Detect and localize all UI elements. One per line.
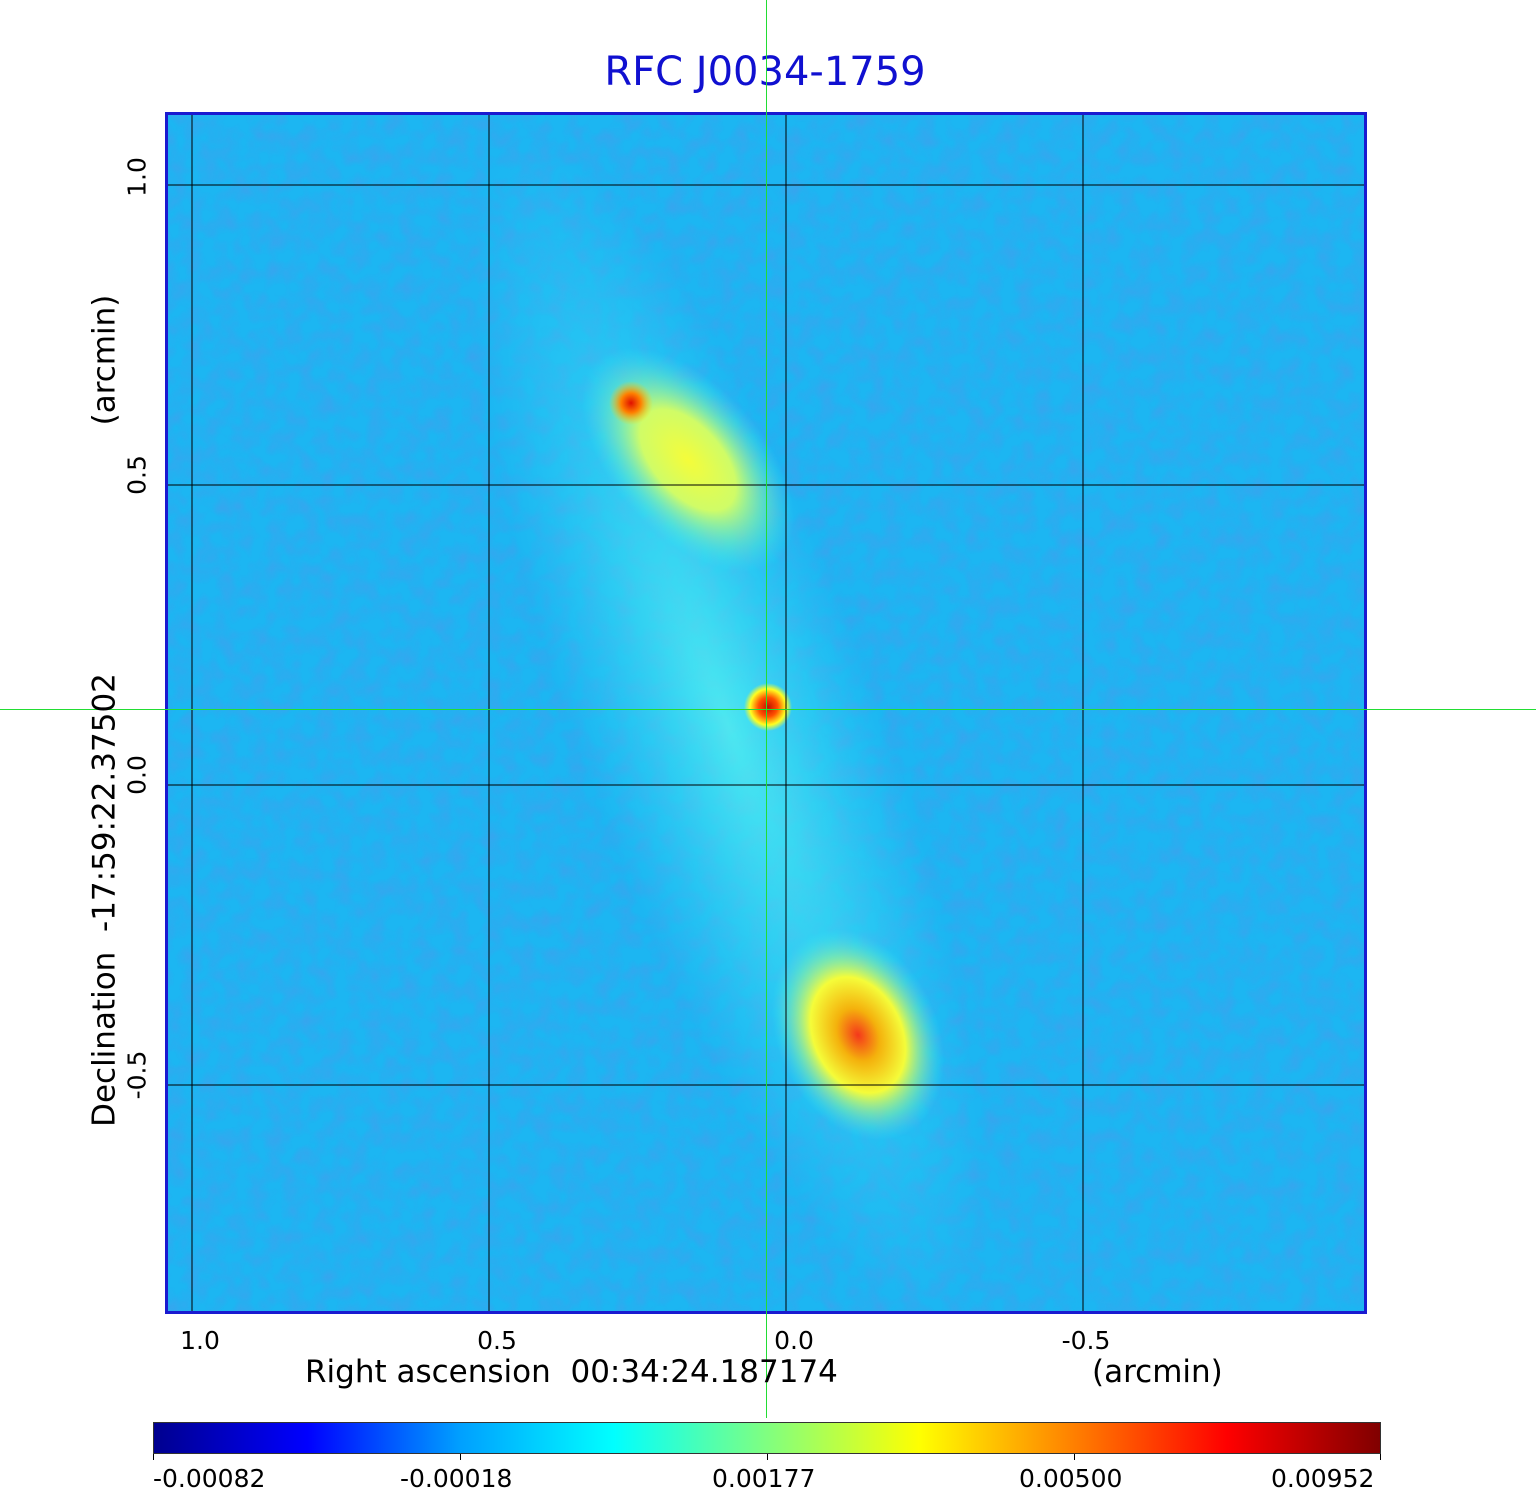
colorbar [153,1422,1381,1454]
north-hotspot [609,381,653,425]
colorbar-tick-label: 0.00177 [712,1464,816,1493]
colorbar-tick-label: -0.00018 [400,1464,513,1493]
y-tick-label: 0.5 [122,455,152,495]
x-axis-unit: (arcmin) [1092,1354,1223,1390]
colorbar-tick [1074,1454,1075,1460]
y-axis-label: Declination -17:59:22.37502 [86,673,123,1127]
x-axis-label: Right ascension 00:34:24.187174 [305,1354,838,1390]
y-tick-label: -0.5 [122,1050,152,1100]
x-tick-label: 0.5 [477,1326,517,1355]
x-tick-label: -0.5 [1061,1326,1111,1355]
colorbar-tick-label: 0.00500 [1019,1464,1123,1493]
x-tick-label: 1.0 [180,1326,220,1355]
y-axis-unit: (arcmin) [86,294,123,426]
south-lobe [771,929,945,1141]
core-source [744,683,792,731]
y-tick-label: 0.0 [122,755,152,795]
colorbar-tick [1380,1454,1381,1460]
colorbar-tick [460,1454,461,1460]
colorbar-tick [153,1454,154,1460]
x-tick-label: 0.0 [774,1326,814,1355]
colorbar-tick [767,1454,768,1460]
colorbar-tick-label: 0.00952 [1271,1464,1375,1493]
y-tick-label: 1.0 [122,157,152,197]
crosshair-horizontal [0,709,1536,710]
image-title: RFC J0034-1759 [604,49,926,95]
colorbar-tick-label: -0.00082 [153,1464,266,1493]
